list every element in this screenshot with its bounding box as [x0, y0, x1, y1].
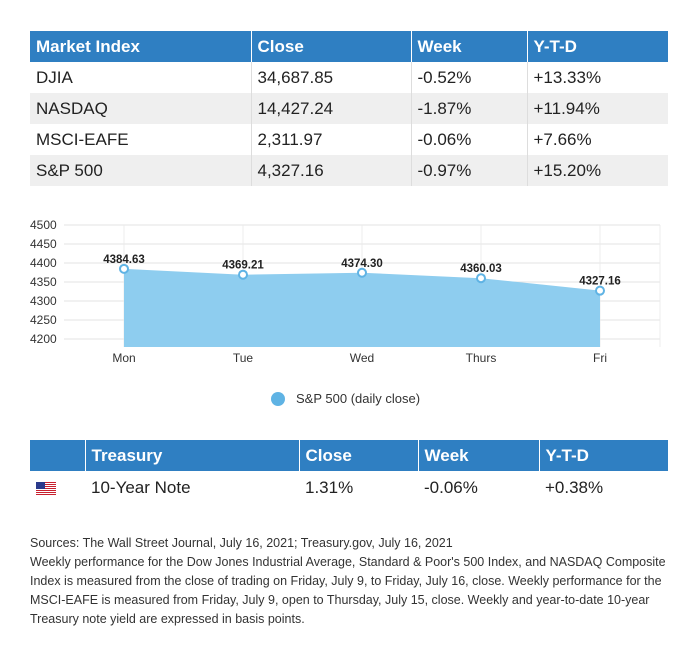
- y-tick-label: 4350: [30, 275, 57, 289]
- data-point: [357, 267, 367, 278]
- data-label: 4384.63: [103, 254, 145, 266]
- index-ytd: +7.66%: [533, 129, 592, 149]
- data-point: [119, 263, 129, 274]
- table-row: DJIA 34,687.85 -0.52% +13.33%: [30, 62, 668, 93]
- data-labels: 4384.63 4369.21 4374.30 4360.03 4327.16: [103, 254, 621, 288]
- y-tick-label: 4400: [30, 256, 57, 270]
- table-row: 10-Year Note 1.31% -0.06% +0.38%: [30, 471, 668, 504]
- sources-note: Sources: The Wall Street Journal, July 1…: [30, 536, 453, 550]
- table-row: NASDAQ 14,427.24 -1.87% +11.94%: [30, 93, 668, 124]
- index-name: DJIA: [30, 62, 252, 93]
- data-label: 4374.30: [341, 258, 383, 270]
- header-close: Close: [251, 31, 412, 62]
- chart-legend: S&P 500 (daily close): [271, 391, 420, 406]
- header-close: Close: [299, 440, 419, 471]
- header-ytd: Y-T-D: [539, 440, 668, 471]
- legend-marker: [271, 392, 285, 406]
- header-week: Week: [411, 31, 528, 62]
- index-week: -0.06%: [411, 124, 528, 155]
- x-tick-label: Fri: [593, 351, 607, 365]
- index-name: S&P 500: [30, 155, 252, 186]
- index-close: 4,327.16: [251, 155, 412, 186]
- sp500-area-chart: 4500 4450 4400 4350 4300 4250 4200 Mon Tue Wed Th…: [30, 218, 661, 406]
- y-axis-ticks: 4500 4450 4400 4350 4300 4250 4200: [30, 218, 57, 346]
- y-tick-label: 4200: [30, 332, 57, 346]
- series-points: [119, 263, 605, 296]
- header-ytd: Y-T-D: [527, 31, 668, 62]
- index-close: 2,311.97: [251, 124, 412, 155]
- index-ytd: +13.33%: [533, 67, 602, 87]
- x-tick-label: Tue: [233, 351, 254, 365]
- x-axis-ticks: Mon Tue Wed Thurs Fri: [112, 351, 607, 365]
- index-week: -1.87%: [411, 93, 528, 124]
- data-label: 4369.21: [222, 260, 264, 272]
- table-row: S&P 500 4,327.16 -0.97% +15.20%: [30, 155, 668, 186]
- header-flag-spacer: [30, 440, 86, 471]
- footnotes: Sources: The Wall Street Journal, July 1…: [30, 534, 670, 629]
- us-flag-icon: [36, 481, 56, 495]
- y-tick-label: 4500: [30, 218, 57, 232]
- methodology-note: Weekly performance for the Dow Jones Ind…: [30, 555, 666, 626]
- data-point: [476, 273, 486, 284]
- y-tick-label: 4250: [30, 313, 57, 327]
- header-week: Week: [418, 440, 540, 471]
- treasury-close: 1.31%: [305, 477, 354, 497]
- flag-cell: [30, 471, 85, 504]
- treasury-week: -0.06%: [424, 477, 478, 497]
- series-area: [124, 268, 600, 347]
- treasury-ytd: +0.38%: [545, 477, 604, 497]
- legend-label: S&P 500 (daily close): [296, 391, 420, 406]
- data-point: [595, 285, 605, 296]
- data-label: 4327.16: [579, 276, 621, 288]
- x-tick-label: Wed: [350, 351, 374, 365]
- market-index-table: Market Index Close Week Y-T-D DJIA 34,68…: [30, 31, 668, 186]
- data-label: 4360.03: [460, 263, 502, 275]
- index-week: -0.52%: [411, 62, 528, 93]
- index-close: 14,427.24: [251, 93, 412, 124]
- x-tick-label: Mon: [112, 351, 135, 365]
- market-table-header-row: Market Index Close Week Y-T-D: [30, 31, 668, 62]
- x-tick-label: Thurs: [466, 351, 497, 365]
- index-name: NASDAQ: [30, 93, 252, 124]
- table-row: MSCI-EAFE 2,311.97 -0.06% +7.66%: [30, 124, 668, 155]
- index-ytd: +11.94%: [527, 93, 668, 124]
- treasury-name: 10-Year Note: [91, 477, 191, 497]
- treasury-table: Treasury Close Week Y-T-D 10-: [30, 440, 668, 504]
- y-tick-label: 4450: [30, 237, 57, 251]
- header-market-index: Market Index: [30, 31, 252, 62]
- index-week: -0.97%: [411, 155, 528, 186]
- data-point: [238, 269, 248, 280]
- index-ytd: +15.20%: [527, 155, 668, 186]
- index-close: 34,687.85: [251, 62, 412, 93]
- y-tick-label: 4300: [30, 294, 57, 308]
- index-name: MSCI-EAFE: [30, 124, 252, 155]
- header-treasury: Treasury: [85, 440, 300, 471]
- treasury-table-header-row: Treasury Close Week Y-T-D: [30, 440, 668, 471]
